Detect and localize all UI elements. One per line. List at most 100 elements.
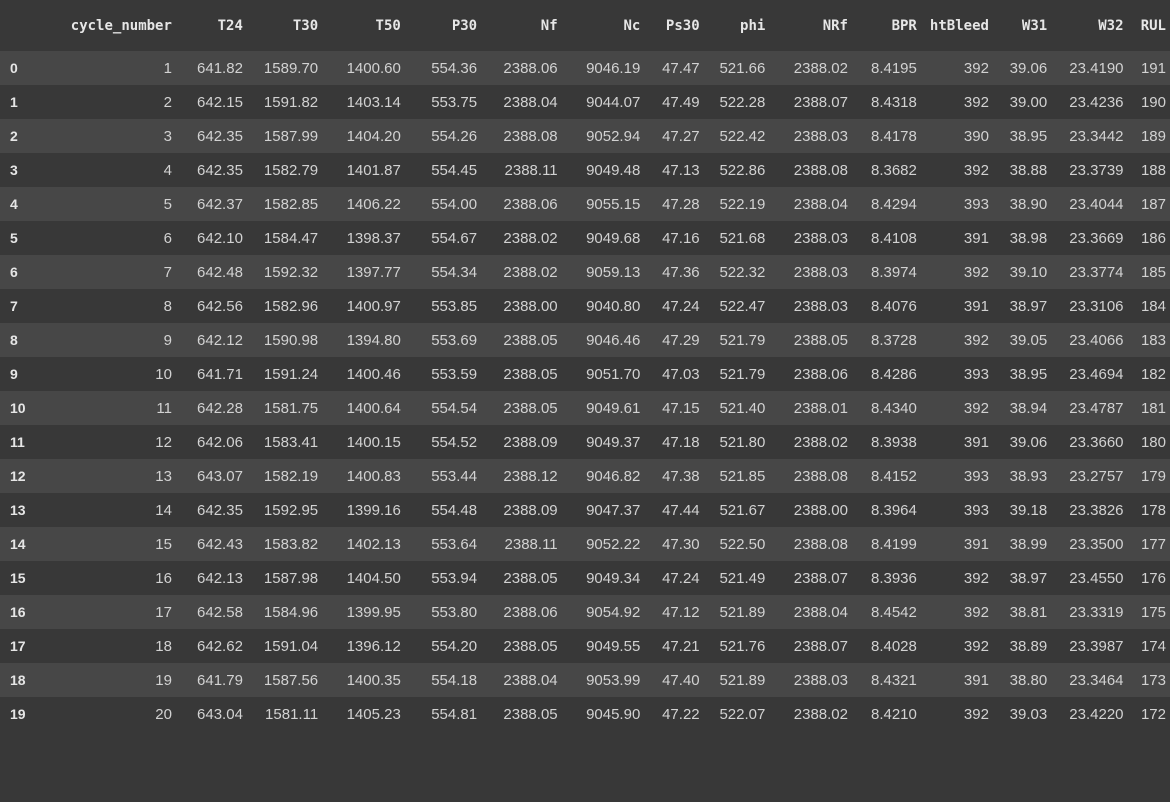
table-cell: 554.34 [431,263,478,281]
table-cell: 2388.11 [504,535,558,553]
table-cell: 521.76 [719,637,766,655]
table-cell: 23.3442 [1069,127,1124,145]
table-cell: 8.3728 [870,331,917,349]
table-cell: 642.37 [197,195,243,213]
table-cell: 9047.37 [586,501,641,519]
table-row: 9 10 641.71 1591.24 1400.46 553.59 2388.05 9051… [0,357,1170,391]
table-cell: 9040.80 [586,297,641,315]
table-cell: 8.4178 [870,127,917,145]
column-header: Nf [481,0,562,51]
row-index: 11 [10,434,25,450]
table-cell: 38.88 [1009,161,1048,179]
table-cell: 191 [1140,59,1166,77]
table-cell: 1397.77 [346,263,401,281]
table-row: 2 3 642.35 1587.99 1404.20 554.26 2388.08 9052.… [0,119,1170,153]
row-index: 8 [10,332,18,348]
table-cell: 641.82 [197,59,243,77]
table-cell: 522.32 [719,263,766,281]
table-cell: 1401.87 [346,161,401,179]
table-cell: 554.52 [431,433,478,451]
table-cell: 521.79 [719,365,766,383]
table-cell: 642.62 [197,637,243,655]
table-cell: 393 [963,467,989,485]
table-cell: 47.29 [662,331,700,349]
table-cell: 16 [155,569,172,587]
table-cell: 641.79 [197,671,243,689]
table-cell: 3 [163,127,172,145]
column-header: T24 [175,0,247,51]
table-cell: 2388.08 [793,161,848,179]
dataframe-table: cycle_number T24 T30 T50 P30 Nf Nc Ps30 phi NRf BP… [0,0,1170,723]
table-cell: 47.15 [662,399,700,417]
table-cell: 554.36 [431,59,478,77]
row-index: 3 [10,162,18,178]
column-header: cycle_number [48,0,176,51]
table-cell: 8.3938 [870,433,917,451]
table-cell: 522.42 [719,127,766,145]
table-cell: 23.4066 [1069,331,1124,349]
table-cell: 393 [963,195,989,213]
table-cell: 521.85 [719,467,766,485]
table-cell: 1582.85 [263,195,319,213]
table-cell: 8 [163,297,172,315]
table-cell: 47.30 [662,535,700,553]
table-cell: 39.18 [1009,501,1048,519]
table-cell: 521.67 [719,501,766,519]
table-cell: 642.13 [197,569,243,587]
table-cell: 392 [963,603,989,621]
table-cell: 39.00 [1009,93,1048,111]
row-index: 0 [10,60,18,76]
table-cell: 178 [1140,501,1166,519]
row-index: 19 [10,706,26,722]
table-cell: 8.4199 [870,535,917,553]
table-cell: 23.4550 [1069,569,1124,587]
table-cell: 2388.04 [503,671,558,689]
table-cell: 642.43 [197,535,243,553]
table-cell: 8.4321 [870,671,917,689]
table-cell: 392 [963,331,989,349]
table-cell: 9049.48 [586,161,641,179]
table-cell: 38.95 [1009,365,1048,383]
table-cell: 23.4694 [1069,365,1124,383]
table-cell: 19 [155,671,172,689]
table-cell: 47.03 [662,365,700,383]
table-cell: 1403.14 [346,93,401,111]
column-header: Nc [561,0,645,51]
table-cell: 190 [1140,93,1166,111]
table-cell: 38.81 [1009,603,1048,621]
table-cell: 643.07 [197,467,243,485]
table-row: 14 15 642.43 1583.82 1402.13 553.64 2388.11 905… [0,527,1170,561]
table-cell: 8.4152 [870,467,917,485]
table-cell: 2388.04 [793,603,848,621]
row-index: 4 [10,196,18,212]
table-cell: 1589.70 [263,59,319,77]
table-row: 1 2 642.15 1591.82 1403.14 553.75 2388.04 9044.… [0,85,1170,119]
table-cell: 2 [163,93,172,111]
table-cell: 392 [963,705,989,723]
table-cell: 47.44 [662,501,700,519]
column-header: htBleed [920,0,993,51]
table-cell: 10 [155,365,172,383]
table-cell: 47.13 [662,161,700,179]
table-cell: 38.94 [1009,399,1048,417]
table-cell: 391 [963,297,989,315]
table-cell: 391 [963,229,989,247]
table-cell: 521.66 [719,59,766,77]
table-cell: 554.00 [431,195,478,213]
table-cell: 2388.07 [793,93,848,111]
table-cell: 23.3464 [1069,671,1124,689]
table-cell: 553.44 [431,467,478,485]
table-cell: 23.2757 [1069,467,1124,485]
table-row: 13 14 642.35 1592.95 1399.16 554.48 2388.09 904… [0,493,1170,527]
table-cell: 553.75 [431,93,478,111]
table-cell: 390 [963,127,989,145]
table-cell: 8.4076 [870,297,917,315]
table-cell: 642.48 [197,263,243,281]
table-cell: 1400.15 [346,433,401,451]
table-cell: 172 [1140,705,1166,723]
table-cell: 1591.24 [263,365,319,383]
table-cell: 521.80 [719,433,766,451]
table-cell: 47.12 [662,603,700,621]
table-row: 17 18 642.62 1591.04 1396.12 554.20 2388.05 904… [0,629,1170,663]
table-cell: 2388.08 [793,535,848,553]
